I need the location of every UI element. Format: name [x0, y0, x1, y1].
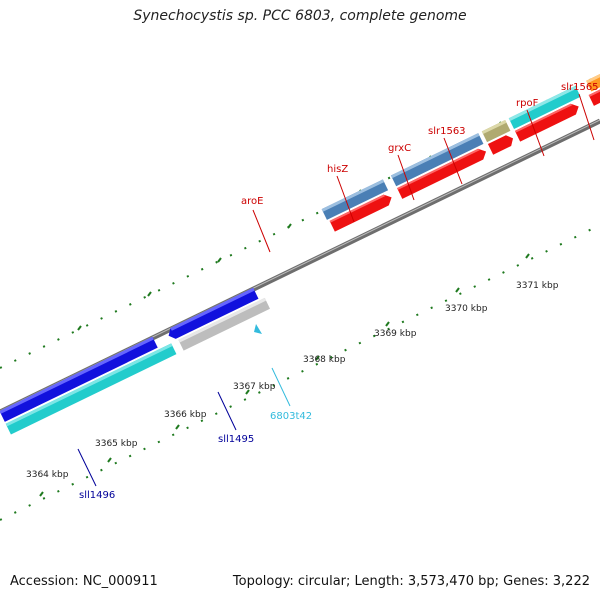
gene-hisZ[interactable]	[397, 146, 489, 199]
major-tick	[287, 223, 292, 229]
major-tick	[77, 325, 82, 331]
kbp-label: 3366 kbp	[164, 410, 207, 420]
label-slr1563: slr1563	[428, 126, 466, 137]
label-leaders	[77, 93, 595, 487]
kbp-label: 3369 kbp	[374, 329, 417, 339]
gene-sll1495[interactable]	[178, 297, 270, 351]
gene-aroE[interactable]	[329, 192, 395, 232]
genome-stats-text: Topology: circular; Length: 3,573,470 bp…	[232, 574, 590, 589]
gene-grxC-olive[interactable]	[481, 119, 511, 143]
gene-grxC[interactable]	[487, 133, 516, 155]
major-tick	[385, 321, 390, 327]
label-rpoF: rpoF	[516, 98, 539, 109]
label-aroE: aroE	[241, 196, 263, 207]
major-tick	[147, 291, 152, 297]
kbp-label: 3367 kbp	[233, 382, 276, 392]
accession-text: Accession: NC_000911	[10, 574, 158, 589]
label-slr1565: slr1565	[561, 82, 599, 93]
gene-aroE-sb[interactable]	[321, 179, 389, 220]
kbp-label: 3365 kbp	[95, 439, 138, 449]
label-sll1495: sll1495	[218, 434, 254, 445]
reverse-strand-genes	[0, 287, 270, 435]
kbp-labels: 3364 kbp 3365 kbp 3366 kbp 3367 kbp 3368…	[26, 281, 559, 480]
major-tick	[107, 457, 112, 463]
gene-hisZ-sb[interactable]	[390, 133, 484, 187]
forward-strand-genes	[321, 53, 600, 232]
major-tick	[217, 257, 222, 263]
gene-6803t42[interactable]	[254, 324, 262, 334]
major-tick	[39, 491, 44, 497]
kbp-label: 3368 kbp	[303, 355, 346, 365]
map-title: Synechocystis sp. PCC 6803, complete gen…	[133, 8, 467, 24]
kbp-label: 3371 kbp	[516, 281, 559, 291]
tick-track-lower	[0, 224, 600, 521]
gene-sll1496[interactable]	[5, 343, 177, 435]
gene-blue-mid[interactable]	[166, 287, 259, 341]
major-tick	[455, 287, 460, 293]
label-grxC: grxC	[388, 143, 411, 154]
kbp-label: 3370 kbp	[445, 304, 488, 314]
gene-slr1563[interactable]	[514, 101, 581, 142]
gene-slr1563-cyan[interactable]	[508, 85, 581, 130]
major-tick	[175, 424, 180, 430]
gene-blue-left[interactable]	[0, 336, 158, 422]
kbp-label: 3364 kbp	[26, 470, 69, 480]
label-hisZ: hisZ	[327, 164, 348, 175]
major-tick	[315, 355, 320, 361]
major-tick	[525, 253, 530, 259]
label-sll1496: sll1496	[79, 490, 115, 501]
major-tick	[245, 389, 250, 395]
gene-labels: aroE hisZ grxC slr1563 rpoF slr1565 sll1…	[79, 82, 599, 501]
label-6803t42: 6803t42	[270, 411, 312, 422]
